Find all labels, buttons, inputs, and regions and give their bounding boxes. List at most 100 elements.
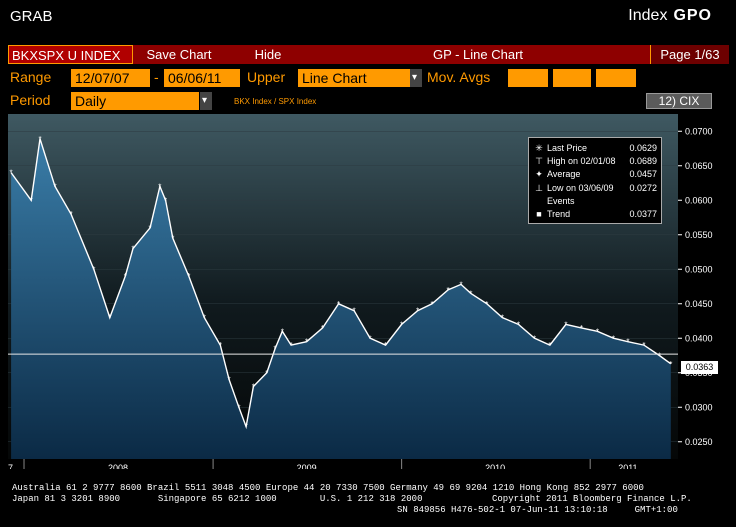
upper-chart-select[interactable]: Line Chart: [298, 69, 410, 87]
chart-type-title: GP - Line Chart: [432, 47, 524, 62]
price-point: *: [30, 196, 33, 205]
price-point: *: [53, 182, 56, 191]
x-tick-label: 2010: [485, 463, 505, 469]
price-point: *: [580, 324, 583, 333]
price-point: *: [92, 265, 95, 274]
period-dropdown-arrow-icon[interactable]: [200, 92, 212, 110]
price-point: *: [626, 338, 629, 347]
price-point: *: [131, 245, 134, 254]
price-point: *: [642, 341, 645, 350]
price-point: *: [281, 327, 284, 336]
footer-copyright: Copyright 2011 Bloomberg Finance L.P.: [492, 494, 692, 504]
legend-row: ⊤ High on 02/01/08 0.0689: [529, 155, 661, 168]
range-start-input[interactable]: 12/07/07: [71, 69, 150, 87]
chart-subtitle: BKX Index / SPX Index: [234, 97, 317, 106]
x-tick-label: 2009: [297, 463, 317, 469]
asterisk-icon: ✳: [535, 143, 543, 153]
price-point: *: [158, 182, 161, 191]
footer-contacts-line2: Japan 81 3 3201 8900 Singapore 65 6212 1…: [12, 494, 423, 504]
average-marker-icon: ✦: [535, 169, 543, 180]
hide-button[interactable]: Hide: [254, 47, 282, 62]
price-point: *: [203, 314, 206, 323]
price-point: *: [384, 341, 387, 350]
x-tick-label: 2011: [618, 463, 637, 469]
price-point: *: [658, 352, 661, 361]
mov-avg-3-input[interactable]: [596, 69, 636, 87]
y-tick-label: 0.0400: [685, 333, 713, 343]
mov-avg-1-input[interactable]: [508, 69, 548, 87]
price-point: *: [219, 341, 222, 350]
price-point: *: [290, 341, 293, 350]
price-point: *: [148, 224, 151, 233]
save-chart-button[interactable]: Save Chart: [146, 47, 212, 62]
price-point: *: [564, 320, 567, 329]
cix-button[interactable]: 12) CIX: [646, 93, 712, 109]
function-indicator: Index GPO: [628, 7, 712, 25]
page-indicator: Page 1/63: [650, 45, 729, 64]
y-tick-label: 0.0250: [685, 437, 713, 447]
y-tick-label: 0.0500: [685, 264, 713, 274]
white-square-icon: ■: [536, 209, 542, 219]
legend-value: 0.0457: [629, 169, 657, 180]
price-point: *: [108, 314, 111, 323]
legend-label: Trend: [547, 209, 571, 219]
y-tick-label: 0.0600: [685, 195, 713, 205]
footer-contacts-line1: Australia 61 2 9777 8600 Brazil 5511 304…: [12, 483, 644, 493]
price-point: *: [369, 334, 372, 343]
legend-label: Average: [547, 169, 581, 180]
x-tick-label: 2008: [108, 463, 128, 469]
legend-label: High on 02/01/08: [547, 156, 616, 167]
period-label: Period: [10, 92, 51, 108]
legend-row: Events: [529, 195, 661, 208]
price-point: *: [10, 169, 13, 178]
y-tick-label: 0.0550: [685, 230, 713, 240]
chart-legend: ✳ Last Price 0.0629 ⊤ High on 02/01/08 0.0689…: [528, 137, 662, 224]
price-point: *: [485, 300, 488, 309]
price-point: *: [337, 300, 340, 309]
price-point: *: [517, 320, 520, 329]
price-point: *: [548, 341, 551, 350]
price-point: *: [171, 234, 174, 243]
price-point: *: [164, 196, 167, 205]
gpo-code: GPO: [673, 7, 712, 24]
price-point: *: [237, 403, 240, 412]
price-point: *: [187, 272, 190, 281]
price-point: *: [305, 338, 308, 347]
price-area-fill: [11, 138, 671, 460]
grab-label: GRAB: [10, 8, 53, 25]
price-point: *: [252, 383, 255, 392]
price-point: *: [69, 210, 72, 219]
price-point: *: [501, 314, 504, 323]
legend-label: Low on 03/06/09: [547, 182, 614, 193]
price-point: *: [596, 327, 599, 336]
price-point: *: [416, 307, 419, 316]
price-point: *: [431, 300, 434, 309]
legend-label: Events: [547, 195, 575, 206]
price-point: *: [469, 289, 472, 298]
price-point: *: [669, 360, 672, 369]
legend-row: ⊥ Low on 03/06/09 0.0272: [529, 182, 661, 195]
upper-dropdown-arrow-icon[interactable]: [410, 69, 422, 87]
legend-row: ✦ Average 0.0457: [529, 168, 661, 181]
y-tick-label: 0.0300: [685, 402, 713, 412]
high-marker-icon: ⊤: [535, 156, 543, 167]
function-tab-bar: BKXSPX U INDEX Save Chart Hide GP - Line…: [8, 45, 729, 64]
y-tick-label: 0.0450: [685, 299, 713, 309]
period-select[interactable]: Daily: [71, 92, 199, 110]
price-point: *: [265, 369, 268, 378]
legend-value: 0.0629: [629, 143, 657, 153]
current-value-badge: 0.0363: [681, 361, 718, 374]
price-point: *: [245, 423, 248, 432]
range-end-input[interactable]: 06/06/11: [164, 69, 240, 87]
ticker-field[interactable]: BKXSPX U INDEX: [8, 45, 133, 64]
mov-avgs-label: Mov. Avgs: [427, 69, 491, 85]
legend-value: 0.0272: [629, 182, 657, 193]
price-line: [10, 138, 672, 430]
range-label: Range: [10, 69, 52, 85]
mov-avg-2-input[interactable]: [553, 69, 591, 87]
legend-label: Last Price: [547, 143, 588, 153]
legend-row: ✳ Last Price 0.0629: [529, 142, 661, 155]
price-point: *: [274, 345, 277, 354]
low-marker-icon: ⊥: [535, 182, 543, 193]
price-point: *: [612, 334, 615, 343]
